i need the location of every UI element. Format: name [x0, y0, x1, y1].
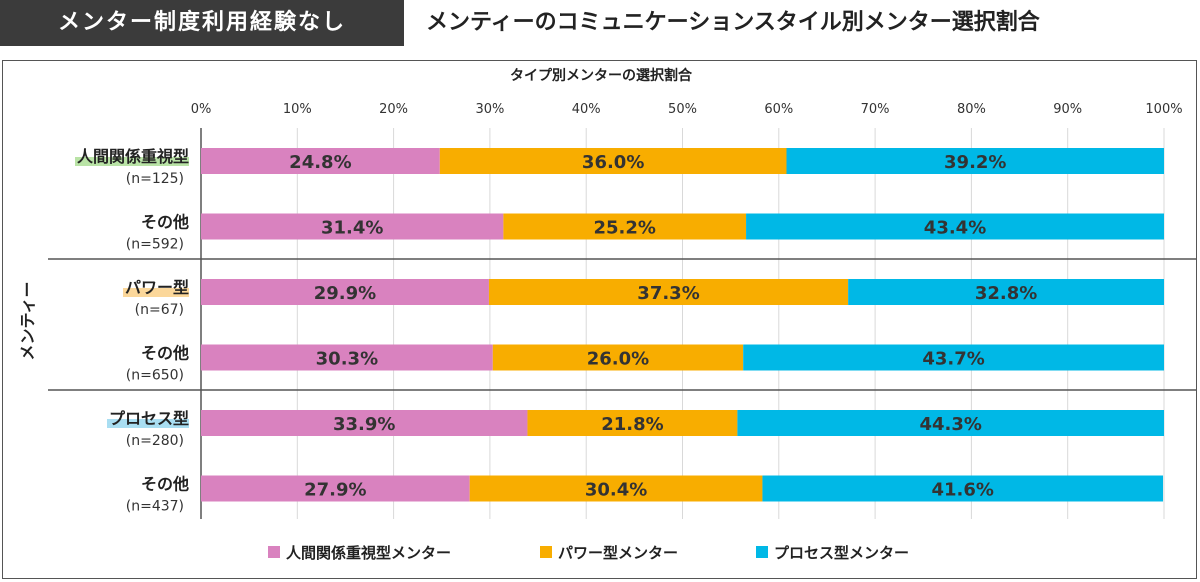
legend-swatch [756, 546, 768, 558]
bar-value-label: 39.2% [944, 152, 1006, 173]
bar-segment [201, 410, 528, 436]
x-tick-label: 0% [191, 102, 212, 117]
category-highlight [123, 288, 189, 297]
bar-value-label: 25.2% [593, 218, 655, 239]
sample-size-label: (n=650) [126, 368, 184, 384]
bar-segment [201, 148, 440, 174]
bar-segment [503, 213, 747, 240]
bar-segment [201, 213, 504, 240]
y-axis-title: メンティー [18, 281, 37, 360]
bar-value-label: 44.3% [919, 414, 981, 435]
chart-frame: 0% 10% 20% 30% 40% 50% 60% 70% 80% 90% 100% 24.8% 3… [2, 60, 1197, 579]
sample-size-label: (n=67) [135, 302, 184, 318]
bar-value-label: 41.6% [932, 480, 994, 501]
stacked-bar-chart: 0% 10% 20% 30% 40% 50% 60% 70% 80% 90% 100% 24.8% 3… [18, 67, 1196, 562]
bar-segment [848, 279, 1164, 305]
category-highlight [75, 157, 189, 166]
category-highlight [107, 419, 189, 428]
x-tick-label: 40% [572, 102, 601, 117]
x-tick-label: 10% [283, 102, 312, 117]
header-badge: メンター制度利用経験なし [0, 0, 404, 46]
x-tick-label: 30% [475, 102, 504, 117]
bar-segment [737, 410, 1164, 436]
bar-value-label: 27.9% [304, 480, 366, 501]
bar-value-label: 30.3% [316, 349, 378, 370]
bar-segment [492, 344, 744, 371]
x-tick-label: 20% [379, 102, 408, 117]
bar-value-label: 30.4% [585, 480, 647, 501]
bar-value-label: 31.4% [321, 218, 383, 239]
bar-segment [439, 148, 787, 174]
bar-value-label: 32.8% [975, 283, 1037, 304]
category-label: 人間関係重視型 [77, 147, 189, 166]
x-tick-label: 50% [668, 102, 697, 117]
sample-size-label: (n=125) [126, 171, 184, 187]
header-title: メンティーのコミュニケーションスタイル別メンター選択割合 [426, 10, 1040, 35]
x-tick-label: 70% [861, 102, 890, 117]
bar-segment [201, 279, 489, 305]
legend-label: プロセス型メンター [774, 544, 909, 562]
category-label: プロセス型 [109, 409, 189, 428]
bar-value-label: 43.7% [922, 349, 984, 370]
bar-value-label: 29.9% [314, 283, 376, 304]
bar-segment [746, 213, 1164, 240]
legend-swatch [268, 546, 280, 558]
bar-value-label: 43.4% [924, 218, 986, 239]
legend-label: パワー型メンター [558, 544, 678, 562]
bar-segment [469, 475, 763, 502]
bar-segment [786, 148, 1164, 174]
legend-label: 人間関係重視型メンター [286, 544, 451, 562]
bar-value-label: 24.8% [289, 152, 351, 173]
bar-segment [527, 410, 738, 436]
x-tick-label: 90% [1053, 102, 1082, 117]
chart-subtitle: タイプ別メンターの選択割合 [510, 67, 693, 84]
bar-value-label: 21.8% [601, 414, 663, 435]
bar-segment [743, 344, 1164, 371]
legend-swatch [540, 546, 552, 558]
category-label: パワー型 [125, 278, 189, 297]
sample-size-label: (n=437) [126, 499, 184, 515]
category-label: その他 [141, 475, 189, 494]
category-label: その他 [141, 344, 189, 363]
bar-segment [201, 344, 493, 371]
sample-size-label: (n=592) [126, 237, 184, 253]
bar-segment [201, 475, 470, 502]
bar-value-label: 26.0% [587, 349, 649, 370]
sample-size-label: (n=280) [126, 433, 184, 449]
x-tick-label: 100% [1145, 102, 1182, 117]
bar-value-label: 33.9% [333, 414, 395, 435]
category-label: その他 [141, 213, 189, 232]
bar-segment [488, 279, 849, 305]
bar-value-label: 36.0% [582, 152, 644, 173]
x-tick-label: 60% [764, 102, 793, 117]
bar-segment [762, 475, 1164, 502]
x-tick-label: 80% [957, 102, 986, 117]
bar-value-label: 37.3% [637, 283, 699, 304]
